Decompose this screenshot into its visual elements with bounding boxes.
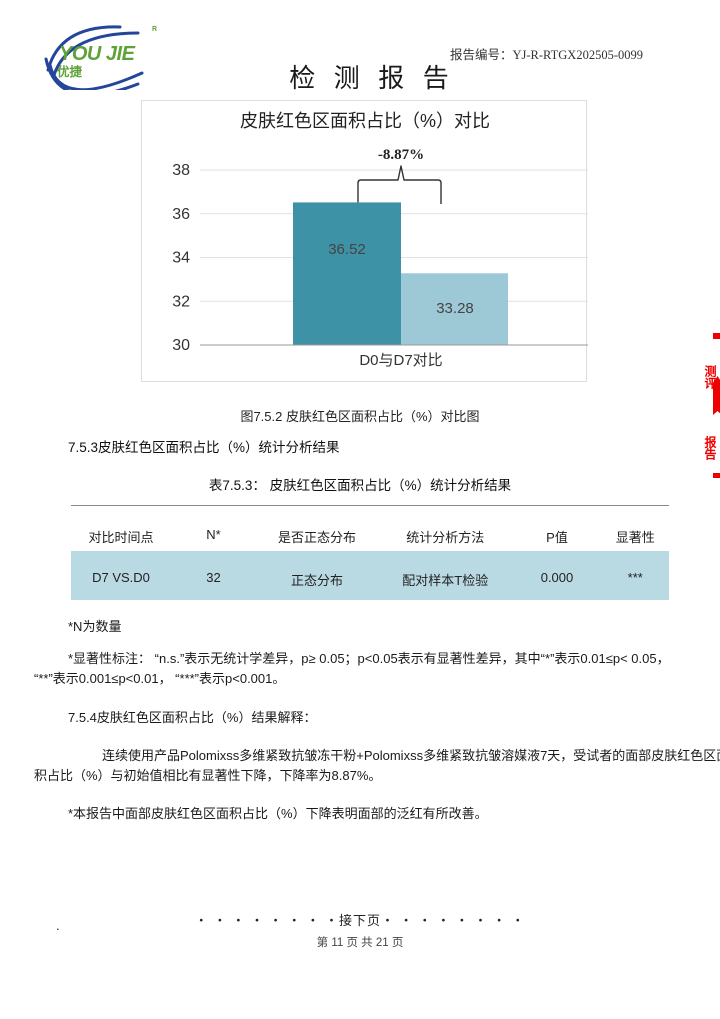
svg-text:32: 32 <box>172 293 190 310</box>
svg-text:-8.87%: -8.87% <box>378 147 424 163</box>
svg-text:30: 30 <box>172 337 190 354</box>
svg-text:R: R <box>152 26 157 33</box>
svg-text:33.28: 33.28 <box>436 300 474 317</box>
svg-text:38: 38 <box>172 162 190 179</box>
svg-text:36.52: 36.52 <box>328 241 366 258</box>
svg-text:D0与D7对比: D0与D7对比 <box>359 352 442 369</box>
svg-text:皮肤红色区面积占比（%）对比: 皮肤红色区面积占比（%）对比 <box>240 111 490 131</box>
svg-text:34: 34 <box>172 250 190 267</box>
svg-text:报告: 报告 <box>703 435 717 461</box>
svg-text:36: 36 <box>172 206 190 223</box>
